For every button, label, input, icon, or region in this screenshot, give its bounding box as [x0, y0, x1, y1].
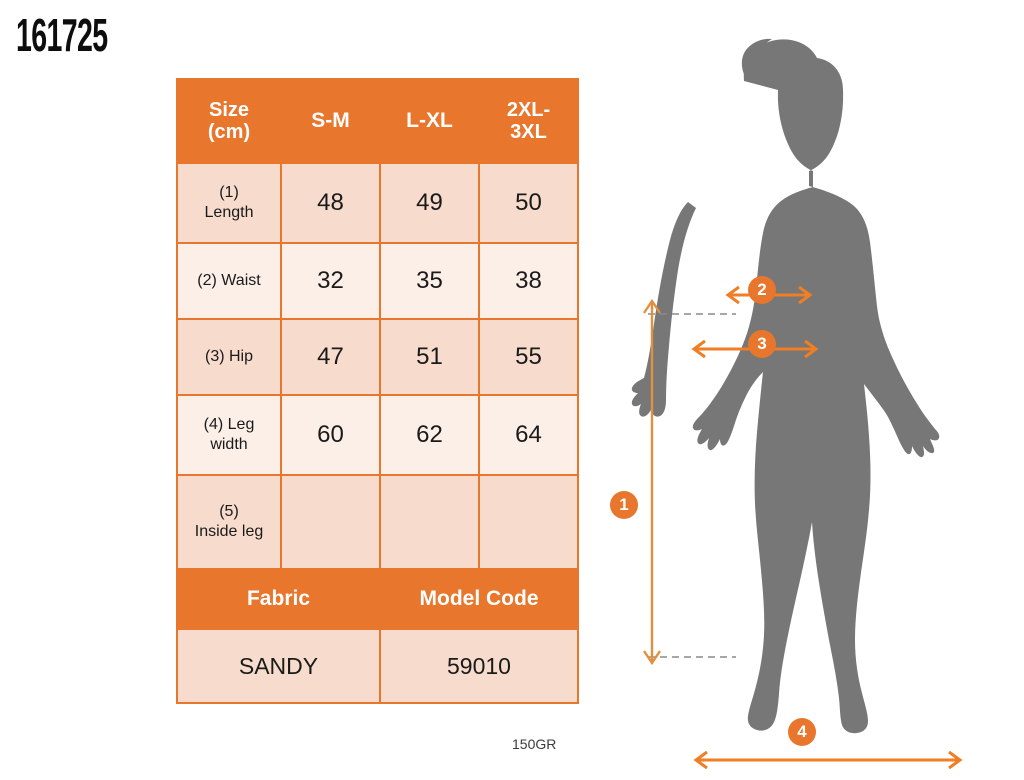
cell-length-2xl: 50 [478, 162, 579, 244]
table-header-row: Size (cm) S-M L-XL 2XL- 3XL [176, 78, 579, 164]
row-label-line1: (5) [219, 503, 239, 521]
header-2xl-line1: 2XL- [506, 98, 551, 121]
size-chart-table: Size (cm) S-M L-XL 2XL- 3XL (1) Length 4… [176, 78, 579, 704]
row-label-leg-width: (4) Leg width [176, 394, 282, 476]
page-title: 161725 [16, 9, 108, 61]
cell-length-sm: 48 [280, 162, 381, 244]
cell-hip-sm: 47 [280, 318, 381, 396]
header-model-code: Model Code [379, 568, 579, 630]
cell-insideleg-2xl [478, 474, 579, 570]
cell-legwidth-sm: 60 [280, 394, 381, 476]
measurement-figure: 1 2 3 4 [596, 18, 1016, 780]
header-fabric: Fabric [176, 568, 381, 630]
measure-marker-4: 4 [788, 718, 816, 746]
row-label-line2: width [210, 436, 248, 453]
hair-shape [741, 38, 772, 78]
header-size-line1: Size [208, 98, 250, 121]
cell-insideleg-sm [280, 474, 381, 570]
cell-waist-2xl: 38 [478, 242, 579, 320]
row-label-line2: Length [204, 204, 254, 221]
left-arm-shape [631, 202, 696, 417]
measure-marker-3: 3 [748, 330, 776, 358]
length-arrow [643, 298, 661, 666]
mannequin-diagram [631, 38, 963, 770]
value-fabric: SANDY [176, 628, 381, 704]
cell-hip-lxl: 51 [379, 318, 480, 396]
header-2xl-3xl: 2XL- 3XL [478, 78, 579, 164]
row-label-length: (1) Length [176, 162, 282, 244]
table-row: (4) Leg width 60 62 64 [176, 394, 579, 476]
fabric-weight-label: 150GR [512, 736, 557, 752]
measure-marker-2: 2 [748, 276, 776, 304]
info-value-row: SANDY 59010 [176, 628, 579, 704]
cell-legwidth-2xl: 64 [478, 394, 579, 476]
cell-hip-2xl: 55 [478, 318, 579, 396]
info-header-row: Fabric Model Code [176, 568, 579, 630]
table-row: (2) Waist 32 35 38 [176, 242, 579, 320]
value-model-code: 59010 [379, 628, 579, 704]
header-2xl-line2: 3XL [510, 121, 547, 143]
cell-insideleg-lxl [379, 474, 480, 570]
cell-length-lxl: 49 [379, 162, 480, 244]
row-label-line1: (1) [219, 184, 239, 202]
measure-marker-1: 1 [610, 491, 638, 519]
header-sm: S-M [280, 78, 381, 164]
table-row: (3) Hip 47 51 55 [176, 318, 579, 396]
row-label-line1: (4) Leg [203, 416, 255, 434]
cell-legwidth-lxl: 62 [379, 394, 480, 476]
header-size-line2: (cm) [207, 121, 251, 143]
row-label-hip: (3) Hip [176, 318, 282, 396]
row-label-inside-leg: (5) Inside leg [176, 474, 282, 570]
header-lxl: L-XL [379, 78, 480, 164]
row-label-waist: (2) Waist [176, 242, 282, 320]
table-row: (1) Length 48 49 50 [176, 162, 579, 244]
row-label-line2: Inside leg [194, 523, 264, 540]
cell-waist-sm: 32 [280, 242, 381, 320]
body-shape [692, 39, 940, 734]
mannequin-silhouette [631, 38, 940, 734]
leg-width-arrow [693, 750, 963, 770]
table-row: (5) Inside leg [176, 474, 579, 570]
cell-waist-lxl: 35 [379, 242, 480, 320]
header-size: Size (cm) [176, 78, 282, 164]
